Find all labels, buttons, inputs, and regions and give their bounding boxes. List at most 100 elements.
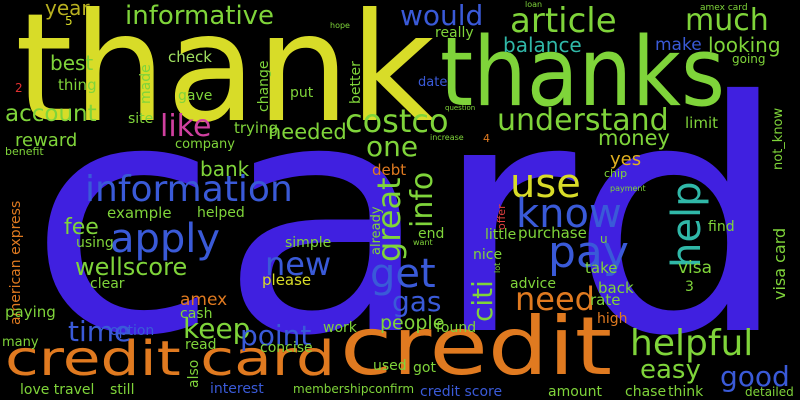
word: better	[348, 61, 364, 104]
word: credit	[340, 300, 612, 393]
word: concise	[260, 340, 313, 356]
word: payment	[610, 184, 646, 193]
word: change	[256, 60, 272, 112]
word: visa card	[770, 228, 789, 300]
word: good	[720, 360, 790, 393]
word: trying	[234, 119, 278, 137]
word: money	[598, 126, 670, 150]
word: 5	[65, 14, 73, 28]
word: got	[413, 360, 436, 376]
word: cash	[180, 306, 212, 322]
word: advice	[510, 276, 556, 292]
word: love travel	[20, 382, 94, 398]
word: easy	[640, 355, 701, 385]
word: account	[5, 101, 97, 127]
word: hope	[330, 21, 350, 30]
word: helpful	[630, 323, 753, 364]
word: one	[366, 130, 418, 163]
word: gave	[178, 88, 212, 104]
word: amount	[548, 384, 603, 400]
word: thanks	[440, 18, 725, 128]
word: benefit	[5, 145, 44, 158]
word: also	[186, 360, 202, 388]
word: please	[262, 271, 311, 289]
word: many	[2, 335, 39, 350]
word: thank	[15, 0, 435, 156]
word: little	[485, 227, 516, 243]
word: gas	[392, 285, 442, 318]
word: 4	[483, 132, 490, 145]
word: understand	[497, 103, 669, 138]
word: credit card	[5, 331, 335, 387]
word: membershipconfirm	[293, 382, 414, 396]
word: fee	[64, 215, 99, 240]
word: work	[323, 320, 358, 336]
word: time	[68, 315, 131, 348]
word: reward	[15, 130, 77, 151]
word: costco	[345, 102, 449, 140]
word: thing	[58, 76, 97, 94]
word: lot	[493, 263, 502, 273]
word: question	[445, 104, 475, 112]
word: really	[435, 25, 474, 41]
word: found	[436, 320, 476, 336]
word: informative	[125, 1, 274, 31]
word: want	[413, 238, 433, 247]
word: detailed	[745, 385, 794, 399]
word: new	[265, 245, 331, 283]
word: would	[400, 0, 483, 32]
word: increase	[430, 133, 464, 142]
word: chip	[604, 167, 627, 180]
word: information	[85, 169, 293, 210]
word: find	[708, 219, 735, 235]
word: credit score	[420, 384, 502, 400]
word: year	[45, 0, 90, 20]
word: date	[418, 75, 447, 90]
word: offer	[495, 204, 508, 230]
word: best	[50, 51, 93, 75]
word: amex	[180, 290, 227, 310]
word: back	[598, 279, 634, 297]
word: yes	[610, 149, 641, 170]
word: pay	[548, 227, 629, 278]
word: looking	[708, 33, 781, 57]
word: interest	[210, 381, 264, 397]
word: like	[160, 109, 211, 144]
word: article	[510, 1, 617, 41]
word: make	[655, 35, 702, 55]
word: use	[510, 161, 581, 207]
word: high	[597, 311, 628, 327]
word: already	[369, 206, 384, 255]
word: option	[110, 323, 154, 339]
word: clear	[90, 276, 125, 292]
word: wellscore	[75, 253, 187, 281]
word: purchase	[518, 224, 587, 242]
word: think	[668, 384, 704, 400]
word: need	[515, 280, 595, 318]
word: simple	[285, 235, 331, 251]
word: balance	[503, 33, 582, 57]
word: using	[76, 235, 114, 251]
word: amex card	[700, 3, 748, 13]
word: get	[370, 251, 436, 297]
word: people	[380, 312, 444, 334]
word: used	[373, 358, 407, 374]
word: end	[418, 226, 444, 242]
word: site	[128, 111, 153, 127]
word: much	[685, 3, 769, 38]
word: citi	[466, 280, 499, 322]
word: apply	[110, 216, 220, 262]
word: american express	[8, 201, 24, 325]
word: 2	[15, 81, 23, 95]
word: great	[370, 177, 408, 262]
word: point	[240, 319, 311, 352]
word: check	[168, 48, 212, 66]
word: card	[28, 34, 790, 400]
word: u	[600, 232, 608, 246]
word: 3	[685, 279, 694, 295]
word: help	[664, 182, 710, 268]
word: needed	[268, 120, 347, 144]
word: know	[516, 191, 622, 237]
word: bank	[200, 157, 250, 181]
